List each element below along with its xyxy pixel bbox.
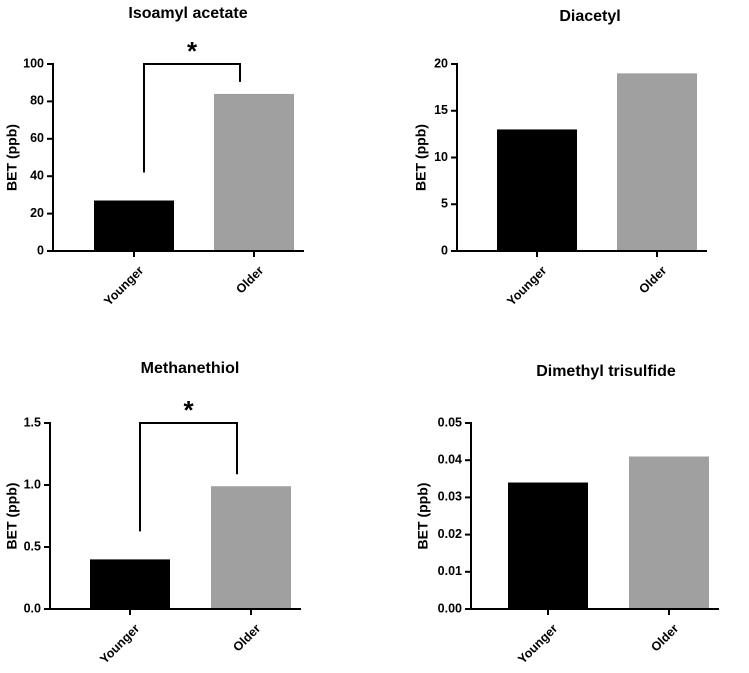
- y-tick-label: 80: [30, 94, 44, 108]
- y-tick-label: 0.04: [438, 452, 462, 466]
- y-tick-label: 0.5: [24, 539, 41, 553]
- chart-panel-4: Dimethyl trisulfide BET (ppb) 0.00 0.01 0.02…: [415, 363, 719, 667]
- x-tick-label-younger: Younger: [515, 621, 560, 666]
- x-tick-label-older: Older: [648, 621, 681, 654]
- bar-older: [629, 456, 709, 609]
- chart-title: Dimethyl trisulfide: [536, 363, 676, 380]
- y-axis-label: BET (ppb): [4, 483, 20, 550]
- significance-star: *: [183, 395, 194, 425]
- x-tick-label-older: Older: [233, 263, 266, 296]
- chart-title: Diacetyl: [559, 8, 620, 25]
- bar-older: [214, 93, 294, 251]
- x-tick-label-younger: Younger: [97, 621, 142, 666]
- significance-star: *: [187, 36, 198, 66]
- y-axis-label: BET (ppb): [415, 483, 431, 550]
- bar-younger: [508, 482, 588, 609]
- y-tick-label: 0.0: [24, 601, 41, 615]
- chart-panel-2: Diacetyl BET (ppb) 0 5 10 15 20 Younger Older: [413, 8, 707, 309]
- bar-older: [617, 73, 697, 251]
- bar-younger: [94, 200, 174, 251]
- y-tick-label: 1.5: [24, 415, 41, 429]
- y-axis-label: BET (ppb): [413, 124, 429, 191]
- y-tick-label: 40: [30, 168, 44, 182]
- bar-younger: [497, 129, 577, 251]
- y-tick-label: 10: [434, 150, 448, 164]
- chart-title: Methanethiol: [141, 360, 240, 377]
- y-tick-label: 20: [30, 206, 44, 220]
- y-tick-label: 15: [434, 103, 448, 117]
- y-tick-label: 1.0: [24, 477, 41, 491]
- bar-older: [211, 486, 291, 609]
- y-tick-label: 20: [434, 56, 448, 70]
- x-tick-label-younger: Younger: [101, 263, 146, 308]
- y-tick-label: 0.01: [438, 564, 462, 578]
- x-tick-label-older: Older: [230, 621, 263, 654]
- y-tick-label: 0: [441, 243, 448, 257]
- chart-panel-1: Isoamyl acetate BET (ppb) 0 20 40 60 80 100 Youn…: [4, 5, 304, 309]
- bar-younger: [90, 559, 170, 609]
- x-tick-label-younger: Younger: [504, 263, 549, 308]
- significance-bracket: [139, 422, 238, 532]
- significance-bracket: [143, 63, 241, 173]
- chart-panel-3: Methanethiol BET (ppb) 0.0 0.5 1.0 1.5 Younger…: [4, 360, 301, 667]
- x-tick-label-older: Older: [636, 263, 669, 296]
- chart-title: Isoamyl acetate: [128, 5, 247, 22]
- y-tick-label: 60: [30, 131, 44, 145]
- y-tick-label: 5: [441, 197, 448, 211]
- y-tick-label: 0.03: [438, 490, 462, 504]
- y-axis-label: BET (ppb): [4, 124, 20, 191]
- y-tick-label: 0: [37, 243, 44, 257]
- y-tick-label: 0.02: [438, 527, 462, 541]
- y-tick-label: 0.05: [438, 415, 462, 429]
- y-tick-label: 100: [23, 56, 44, 70]
- y-tick-label: 0.00: [438, 601, 462, 615]
